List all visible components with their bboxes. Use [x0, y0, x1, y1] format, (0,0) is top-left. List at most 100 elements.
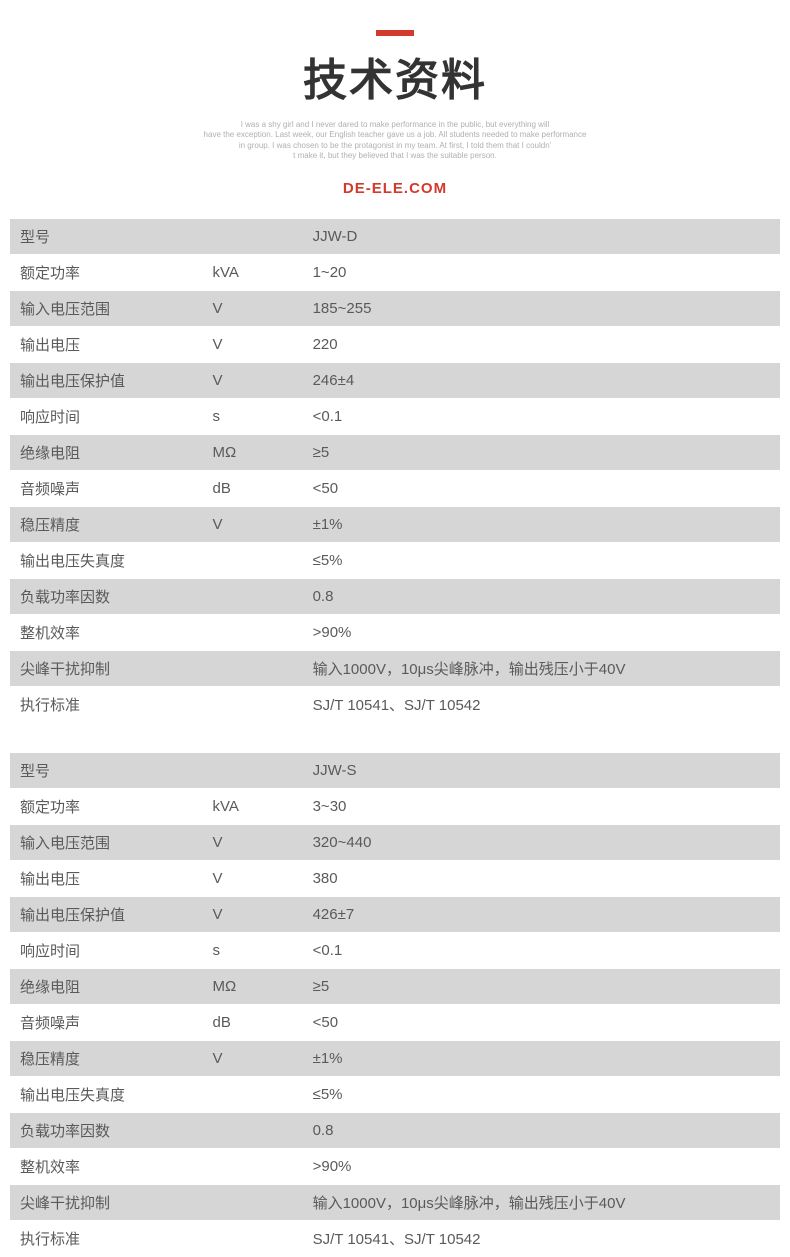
table-row: 输出电压V220	[10, 326, 780, 362]
spec-value: >90%	[303, 1148, 780, 1184]
table-row: 整机效率>90%	[10, 1148, 780, 1184]
domain-text: DE-ELE.COM	[0, 180, 790, 197]
spec-label: 负载功率因数	[10, 1112, 203, 1148]
table-row: 音频噪声dB<50	[10, 1004, 780, 1040]
spec-unit: MΩ	[203, 968, 303, 1004]
spec-unit	[203, 219, 303, 255]
table-row: 额定功率kVA3~30	[10, 788, 780, 824]
table-row: 响应时间s<0.1	[10, 398, 780, 434]
accent-bar	[376, 30, 414, 36]
table-row: 输出电压保护值V426±7	[10, 896, 780, 932]
table-row: 输出电压失真度 ≤5%	[10, 1076, 780, 1112]
spec-unit: V	[203, 506, 303, 542]
table-row: 绝缘电阻MΩ≥5	[10, 434, 780, 470]
spec-unit: V	[203, 824, 303, 860]
spec-label: 型号	[10, 753, 203, 789]
spec-value: JJW-S	[303, 753, 780, 789]
spec-label: 负载功率因数	[10, 578, 203, 614]
spec-value: <0.1	[303, 398, 780, 434]
spec-value: SJ/T 10541、SJ/T 10542	[303, 686, 780, 722]
spec-unit: V	[203, 896, 303, 932]
spec-value: ±1%	[303, 1040, 780, 1076]
table-row: 负载功率因数0.8	[10, 1112, 780, 1148]
spec-value: 426±7	[303, 896, 780, 932]
spec-label: 额定功率	[10, 254, 203, 290]
page-title: 技术资料	[0, 44, 790, 108]
spec-value: ≤5%	[303, 542, 780, 578]
spec-label: 型号	[10, 219, 203, 255]
spec-value: <0.1	[303, 932, 780, 968]
spec-value: 320~440	[303, 824, 780, 860]
spec-label: 输入电压范围	[10, 824, 203, 860]
spec-label: 输出电压失真度	[10, 1076, 203, 1112]
spec-value: 输入1000V，10μs尖峰脉冲，输出残压小于40V	[303, 650, 780, 686]
spec-table-2: 型号JJW-S额定功率kVA3~30输入电压范围V320~440输出电压V380…	[10, 753, 780, 1257]
spec-unit	[203, 1076, 303, 1112]
table-row: 执行标准 SJ/T 10541、SJ/T 10542	[10, 686, 780, 722]
spec-label: 整机效率	[10, 614, 203, 650]
spec-label: 输出电压	[10, 860, 203, 896]
spec-label: 尖峰干扰抑制	[10, 1184, 203, 1220]
spec-unit: dB	[203, 470, 303, 506]
table-row: 执行标准SJ/T 10541、SJ/T 10542	[10, 1220, 780, 1256]
spec-label: 响应时间	[10, 932, 203, 968]
page-header: 技术资料 I was a shy girl and I never dared …	[0, 0, 790, 197]
table-row: 音频噪声dB<50	[10, 470, 780, 506]
spec-unit	[203, 686, 303, 722]
spec-value: JJW-D	[303, 219, 780, 255]
spec-table-1: 型号JJW-D额定功率kVA1~20输入电压范围V185~255输出电压V220…	[10, 219, 780, 723]
tables-container: 型号JJW-D额定功率kVA1~20输入电压范围V185~255输出电压V220…	[0, 219, 790, 1257]
spec-label: 额定功率	[10, 788, 203, 824]
spec-label: 稳压精度	[10, 506, 203, 542]
table-row: 尖峰干扰抑制 输入1000V，10μs尖峰脉冲，输出残压小于40V	[10, 1184, 780, 1220]
spec-unit	[203, 1112, 303, 1148]
table-row: 响应时间s<0.1	[10, 932, 780, 968]
spec-unit	[203, 650, 303, 686]
table-row: 绝缘电阻MΩ≥5	[10, 968, 780, 1004]
spec-value: 185~255	[303, 290, 780, 326]
spec-label: 绝缘电阻	[10, 968, 203, 1004]
spec-value: 380	[303, 860, 780, 896]
subtitle-line: t make it, but they believed that I was …	[120, 151, 670, 161]
subtitle-text: I was a shy girl and I never dared to ma…	[0, 120, 790, 162]
table-row: 型号 JJW-S	[10, 753, 780, 789]
spec-unit: V	[203, 860, 303, 896]
spec-value: >90%	[303, 614, 780, 650]
spec-value: ≤5%	[303, 1076, 780, 1112]
spec-value: ≥5	[303, 968, 780, 1004]
table-row: 输出电压保护值V246±4	[10, 362, 780, 398]
spec-value: 246±4	[303, 362, 780, 398]
table-row: 整机效率 >90%	[10, 614, 780, 650]
table-row: 输入电压范围V185~255	[10, 290, 780, 326]
spec-label: 音频噪声	[10, 470, 203, 506]
spec-unit: s	[203, 398, 303, 434]
spec-unit	[203, 578, 303, 614]
spec-label: 输出电压保护值	[10, 896, 203, 932]
spec-unit	[203, 1220, 303, 1256]
spec-value: 输入1000V，10μs尖峰脉冲，输出残压小于40V	[303, 1184, 780, 1220]
spec-unit: s	[203, 932, 303, 968]
table-row: 输出电压V380	[10, 860, 780, 896]
table-row: 输出电压失真度 ≤5%	[10, 542, 780, 578]
spec-value: 1~20	[303, 254, 780, 290]
spec-label: 稳压精度	[10, 1040, 203, 1076]
spec-unit	[203, 542, 303, 578]
spec-value: <50	[303, 1004, 780, 1040]
spec-value: <50	[303, 470, 780, 506]
spec-label: 输入电压范围	[10, 290, 203, 326]
spec-label: 音频噪声	[10, 1004, 203, 1040]
spec-label: 尖峰干扰抑制	[10, 650, 203, 686]
table-row: 输入电压范围V320~440	[10, 824, 780, 860]
spec-label: 响应时间	[10, 398, 203, 434]
table-row: 尖峰干扰抑制 输入1000V，10μs尖峰脉冲，输出残压小于40V	[10, 650, 780, 686]
table-row: 稳压精度V±1%	[10, 506, 780, 542]
spec-value: 220	[303, 326, 780, 362]
spec-unit	[203, 1148, 303, 1184]
spec-label: 输出电压	[10, 326, 203, 362]
subtitle-line: I was a shy girl and I never dared to ma…	[120, 120, 670, 130]
spec-unit: dB	[203, 1004, 303, 1040]
spec-label: 输出电压失真度	[10, 542, 203, 578]
spec-label: 执行标准	[10, 686, 203, 722]
spec-unit	[203, 1184, 303, 1220]
spec-unit: V	[203, 290, 303, 326]
